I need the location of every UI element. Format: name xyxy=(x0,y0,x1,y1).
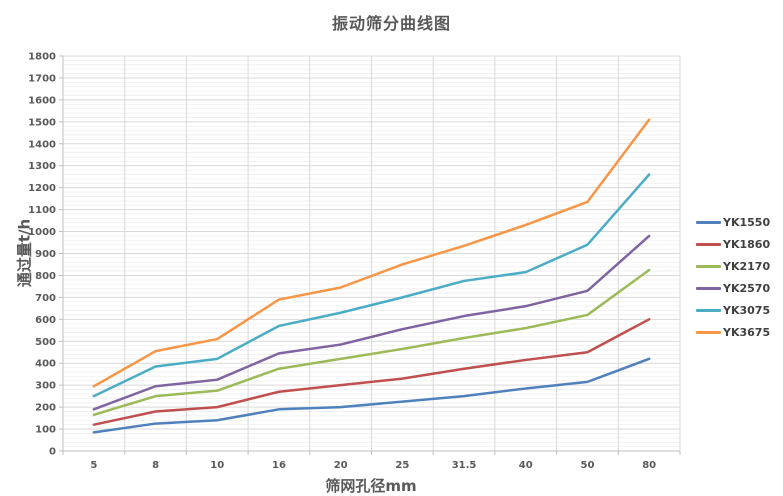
y-tick-label: 1400 xyxy=(28,139,56,150)
legend-swatch-YK1860 xyxy=(696,242,721,246)
legend-label-YK1860: YK1860 xyxy=(723,237,771,251)
y-tick-label: 300 xyxy=(35,381,56,392)
y-tick-label: 400 xyxy=(35,359,56,370)
legend-swatch-YK3075 xyxy=(696,308,721,312)
y-tick-label: 1500 xyxy=(28,117,56,128)
legend-label-YK3675: YK3675 xyxy=(723,325,771,339)
y-tick-label: 0 xyxy=(49,447,56,458)
x-tick-label: 40 xyxy=(519,460,533,471)
y-tick-label: 100 xyxy=(35,425,56,436)
x-tick-label: 20 xyxy=(334,460,348,471)
y-tick-label: 1800 xyxy=(28,52,56,63)
legend-item-YK1860: YK1860 xyxy=(696,233,770,255)
x-tick-label: 31.5 xyxy=(452,460,477,471)
y-tick-label: 1300 xyxy=(28,161,56,172)
legend-label-YK2170: YK2170 xyxy=(723,259,771,273)
series-line-YK1860 xyxy=(92,318,651,426)
series-line-YK3075 xyxy=(92,173,651,398)
x-tick-label: 10 xyxy=(210,460,224,471)
legend-swatch-YK2170 xyxy=(696,264,721,268)
x-tick-label: 5 xyxy=(90,460,97,471)
y-tick-label: 800 xyxy=(35,271,56,282)
y-tick-label: 1600 xyxy=(28,95,56,106)
legend-swatch-YK2570 xyxy=(696,286,721,290)
legend: YK1550 YK1860 YK2170 YK2570 YK3075 YK3675 xyxy=(696,211,770,343)
legend-label-YK1550: YK1550 xyxy=(723,215,771,229)
legend-swatch-YK3675 xyxy=(696,330,721,334)
series-line-YK3675 xyxy=(92,118,651,388)
y-tick-label: 500 xyxy=(35,337,56,348)
y-tick-label: 1000 xyxy=(28,227,56,238)
series-line-YK1550 xyxy=(92,357,651,434)
y-tick-label: 700 xyxy=(35,293,56,304)
y-tick-label: 600 xyxy=(35,315,56,326)
x-tick-label: 25 xyxy=(395,460,409,471)
y-tick-label: 1100 xyxy=(28,205,56,216)
x-tick-label: 50 xyxy=(580,460,594,471)
y-tick-label: 900 xyxy=(35,249,56,260)
y-tick-label: 1700 xyxy=(28,73,56,84)
legend-item-YK3675: YK3675 xyxy=(696,321,770,343)
series-line-YK2170 xyxy=(92,268,651,417)
x-tick-label: 8 xyxy=(152,460,159,471)
x-tick-label: 80 xyxy=(642,460,656,471)
legend-label-YK2570: YK2570 xyxy=(723,281,771,295)
y-tick-label: 1200 xyxy=(28,183,56,194)
y-tick-label: 200 xyxy=(35,403,56,414)
legend-label-YK3075: YK3075 xyxy=(723,303,771,317)
series-line-YK2570 xyxy=(92,234,651,411)
x-tick-label: 16 xyxy=(272,460,286,471)
legend-swatch-YK1550 xyxy=(696,220,721,224)
legend-item-YK2570: YK2570 xyxy=(696,277,770,299)
chart-title: 振动筛分曲线图 xyxy=(331,14,451,33)
legend-item-YK1550: YK1550 xyxy=(696,211,770,233)
legend-item-YK2170: YK2170 xyxy=(696,255,770,277)
x-axis-title: 筛网孔径mm xyxy=(325,477,417,495)
legend-item-YK3075: YK3075 xyxy=(696,299,770,321)
